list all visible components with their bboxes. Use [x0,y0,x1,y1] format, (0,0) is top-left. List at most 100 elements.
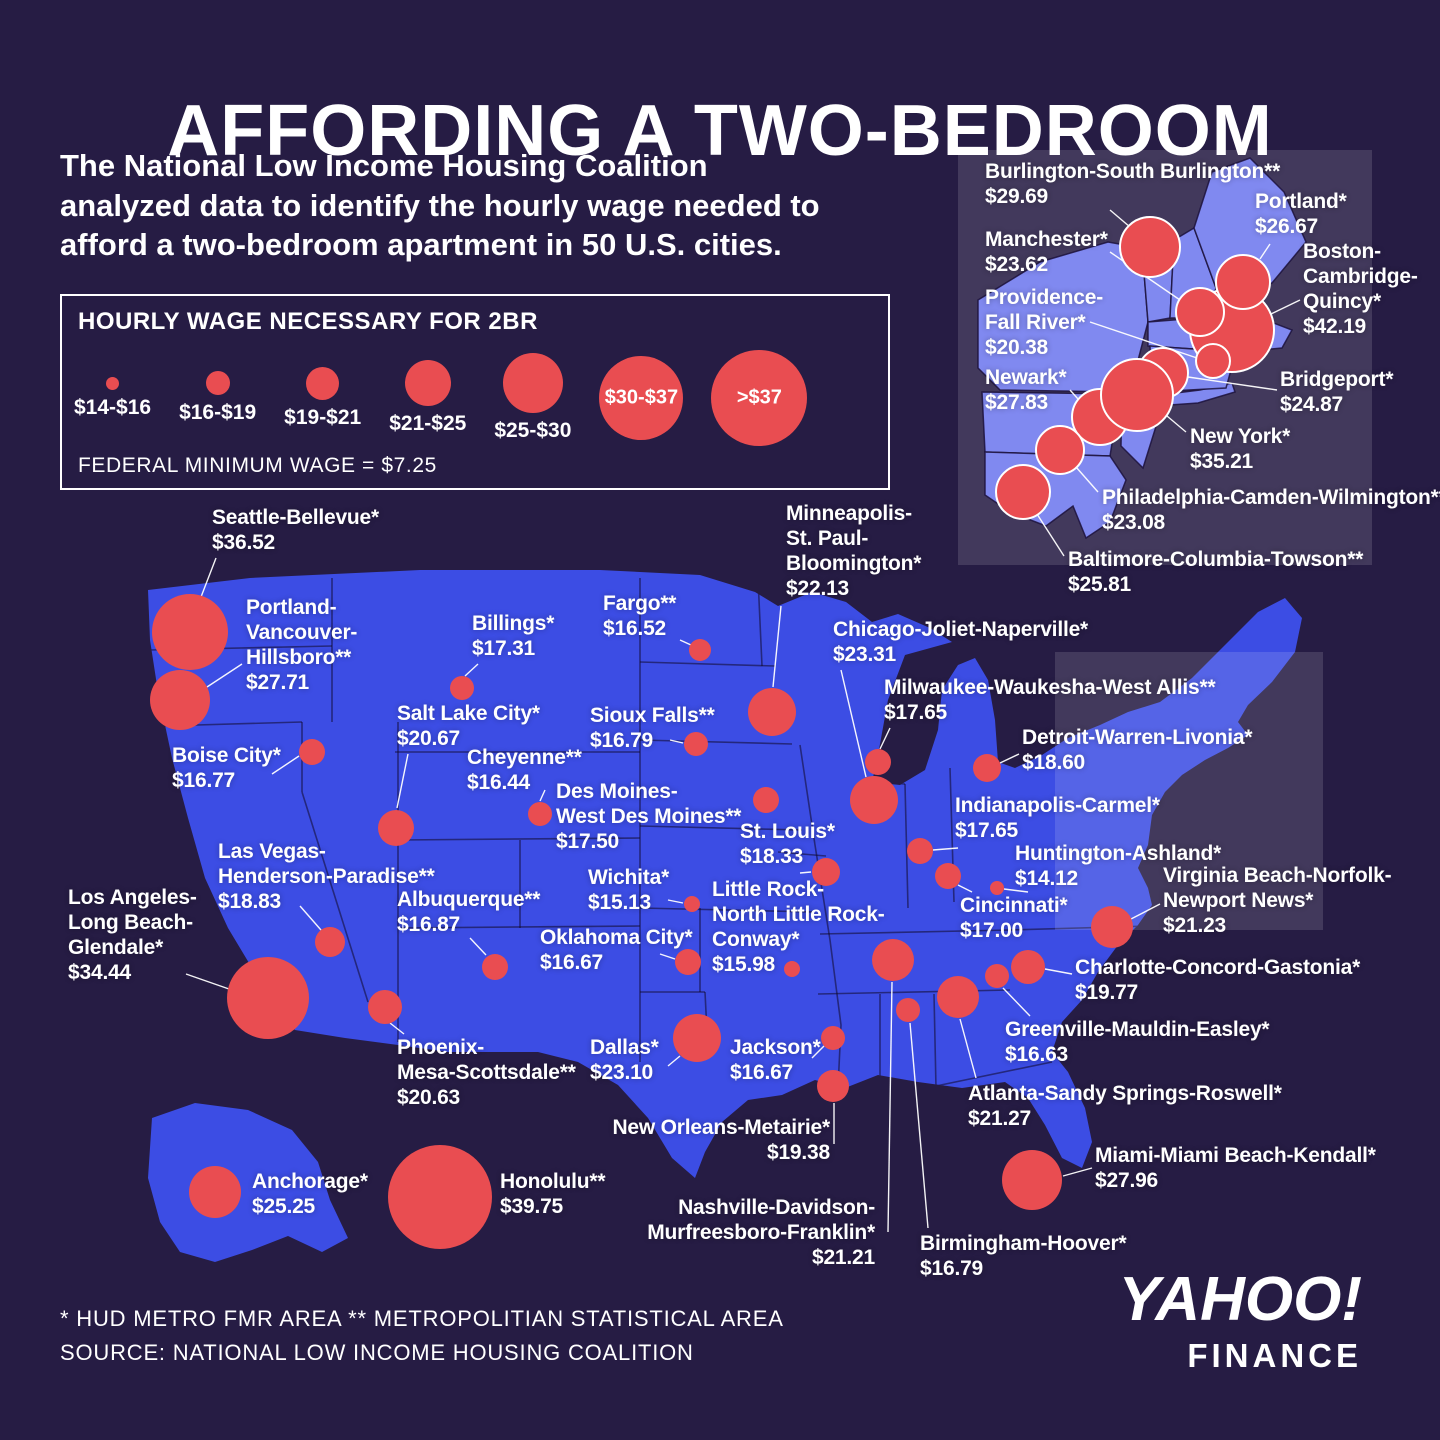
state-border-line [639,661,776,667]
leader-line [1069,389,1079,400]
city-bubble [907,838,933,864]
city-bubble [299,739,325,765]
city-bubble [1195,343,1231,379]
leader-line [799,871,812,874]
legend-bucket: $21-$25 [389,360,466,436]
legend-bucket-label: $25-$30 [494,419,572,442]
leader-line [772,605,782,688]
leader-line [932,847,959,851]
legend-bucket-label: $16-$19 [179,401,257,424]
city-bubble [378,810,414,846]
city-bubble [528,802,552,826]
leader-line [1075,466,1099,493]
leader-line [1270,299,1301,315]
city-bubble [189,1166,241,1218]
city-bubble [748,688,796,736]
state-border-line [935,1061,1053,1087]
legend-bucket: $30-$37 [599,356,684,440]
legend-bucket-label: $21-$25 [389,412,467,435]
northeast-highlight-overlay [1055,652,1323,930]
city-bubble [865,749,891,775]
city-bubbles-inset [995,216,1275,520]
legend-bubble: >$37 [711,350,808,446]
city-bubble [689,639,711,661]
leader-line [811,1045,825,1059]
leader-line [396,753,409,809]
city-bubble [675,949,701,975]
leader-line [957,884,973,893]
leader-line [464,663,479,677]
city-bubble [990,881,1004,895]
city-bubble [850,776,898,824]
leader-line [1187,376,1278,391]
city-bubble [935,863,961,889]
legend: HOURLY WAGE NECESSARY FOR 2BR $14-$16 $16… [60,294,890,490]
leader-line [200,557,217,598]
legend-bubble [306,366,340,400]
us-mainland-shape [148,570,1302,1178]
leader-line [389,1022,405,1035]
leader-line [879,727,891,750]
leader-line [1166,415,1187,433]
state-border-line [397,837,641,841]
city-bubble [817,1070,849,1102]
legend-bubble [106,376,120,390]
city-bubble [1100,358,1174,432]
city-bubble [450,676,474,700]
legend-bucket: $25-$30 [494,353,571,443]
leader-line [299,905,322,931]
city-bubble [1002,1150,1062,1210]
city-bubble [872,939,914,981]
leader-line [1062,1167,1093,1177]
page-subtitle: The National Low Income Housing Coalitio… [60,146,930,265]
finance-wordmark: FINANCE [1187,1337,1362,1374]
state-border-line [819,929,1011,935]
state-border-line [397,925,641,929]
leader-line [185,973,230,990]
leader-line [669,739,684,744]
source-note: SOURCE: NATIONAL LOW INCOME HOUSING COAL… [60,1340,694,1365]
state-border-line [639,739,793,745]
legend-bucket-label: >$37 [736,386,782,409]
legend-bucket: >$37 [711,350,808,446]
yahoo-wordmark: YAHOO! [1118,1265,1362,1334]
legend-bucket: $16-$19 [179,371,256,425]
city-bubble [227,957,309,1039]
leader-line [679,639,692,646]
leader-line [840,669,867,778]
legend-note: FEDERAL MINIMUM WAGE = $7.25 [78,454,437,477]
leader-line [469,937,487,956]
city-bubble [995,464,1051,520]
leader-line [1089,321,1198,359]
leader-line [909,1022,929,1229]
alaska-shape [148,1103,348,1262]
leader-line [667,899,684,904]
city-bubbles-main [150,594,1133,1249]
city-bubble [1091,906,1133,948]
city-bubble [673,1014,721,1062]
legend-bucket-label: $14-$16 [74,395,152,419]
legend-scale: $14-$16 $16-$19 $19-$21 $21-$25 $25-$30 $30-$… [74,340,880,456]
city-bubble [152,594,228,670]
legend-bubble: $30-$37 [599,356,684,440]
city-bubble [973,754,1001,782]
leader-line [1036,513,1065,557]
leader-line [887,981,893,1233]
subtitle-line: analyzed data to identify the hourly wag… [60,187,820,223]
leader-line [539,789,546,802]
city-bubble [684,732,708,756]
city-bubble [388,1145,492,1249]
city-bubble [1119,216,1181,278]
leader-lines [185,209,1301,1233]
legend-bucket: $19-$21 [284,366,362,430]
city-bubble [753,787,779,813]
leader-line [1259,243,1271,260]
city-bubble [1215,254,1271,310]
state-border-line [933,993,937,1089]
city-bubble [482,954,508,980]
city-bubble [368,990,402,1024]
city-bubble [315,927,345,957]
leader-line [667,1055,681,1067]
legend-bucket-label: $19-$21 [284,405,362,429]
